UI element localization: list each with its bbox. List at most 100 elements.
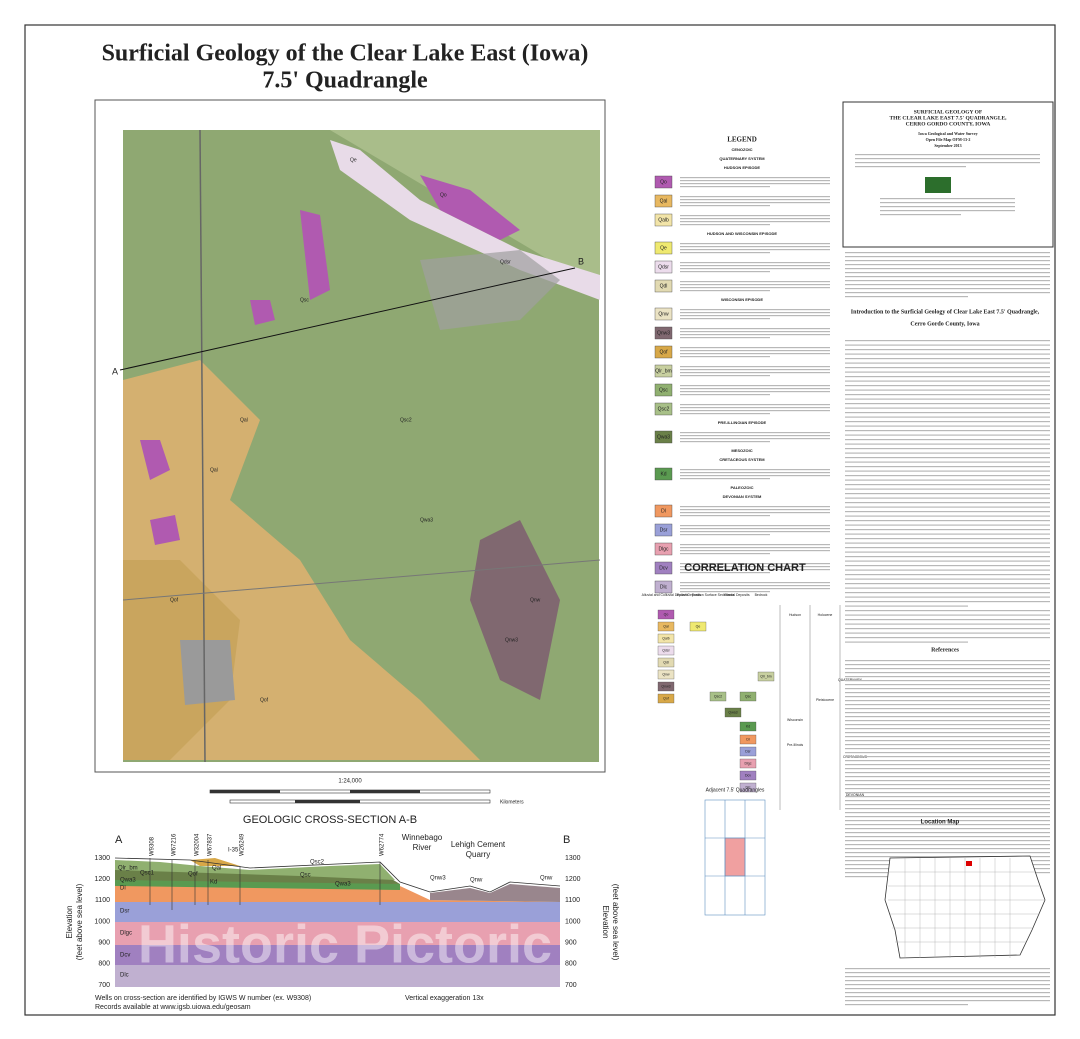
text-line: [680, 375, 770, 377]
text-line: [845, 716, 1050, 718]
correlation-box: [709, 691, 727, 702]
text-line: [680, 391, 830, 393]
text-line: [845, 988, 1050, 990]
text-line: [845, 407, 1050, 409]
correlation-code: Qof: [663, 696, 669, 700]
text-line: [680, 196, 830, 198]
text-line: [845, 637, 1050, 639]
legend-code: Qal: [660, 198, 668, 204]
text-line: [680, 309, 830, 311]
legend-code: Qdl: [660, 283, 668, 289]
unit-label: Qal: [212, 866, 221, 872]
text-line: [845, 296, 968, 298]
text-line: [845, 641, 968, 643]
unit-label: Qnw3: [430, 876, 446, 882]
text-line: [845, 796, 1050, 798]
text-line: [680, 404, 830, 406]
text-line: [845, 623, 1050, 625]
legend-code: Qe: [660, 245, 667, 251]
intro-heading: Cerro Gordo County, Iowa: [910, 321, 979, 327]
text-line: [845, 578, 1050, 580]
scale-bar: [350, 790, 420, 793]
correlation-title: CORRELATION CHART: [684, 562, 806, 574]
text-line: [680, 180, 830, 182]
legend-code: Qnw: [658, 311, 669, 317]
text-line: [680, 252, 770, 254]
text-line: [680, 509, 830, 511]
legend-swatch: [654, 345, 673, 359]
map-label: Qal: [210, 467, 218, 473]
elev-tick-right: 900: [565, 940, 577, 947]
text-line: [845, 340, 1050, 342]
text-line: [845, 475, 1050, 477]
legend-swatch: [654, 213, 673, 227]
map-unit: [300, 210, 330, 300]
text-line: [680, 388, 830, 390]
elev-tick-left: 1000: [94, 918, 110, 925]
text-line: [845, 692, 1050, 694]
text-line: [845, 587, 1050, 589]
legend-code: Qnw3: [657, 330, 670, 336]
text-line: [680, 318, 770, 320]
correlation-code: Dlc: [745, 785, 750, 789]
correlation-box: [657, 621, 675, 632]
scale-bar: [210, 790, 280, 793]
correlation-code: Dcv: [745, 773, 751, 777]
text-line: [845, 748, 1050, 750]
text-line: [880, 206, 1015, 208]
unit-label: Qwa3: [120, 878, 136, 884]
map-unit: [123, 560, 240, 760]
map-label: Qof: [170, 597, 179, 603]
text-line: [680, 199, 830, 201]
elev-tick-right: 1200: [565, 876, 581, 883]
column-header: Glacial Deposits: [724, 593, 750, 597]
legend-swatch: [654, 523, 673, 537]
text-line: [845, 457, 1050, 459]
correlation-box: [757, 671, 775, 682]
text-line: [845, 832, 1050, 834]
axis-label: (feet above sea level): [75, 883, 84, 960]
scale-bar: [295, 800, 360, 803]
section-labels: 1300 1300 1200 1200 1100 1100 1000 1000 900 900 80…: [65, 833, 620, 989]
elev-tick-right: 1100: [565, 897, 580, 904]
text-line: [845, 583, 1050, 585]
text-line: [680, 506, 830, 508]
text-line: [845, 980, 1050, 982]
correlation-box: [739, 782, 757, 793]
text-line: [880, 214, 961, 216]
text-line: [680, 268, 830, 270]
unit-label: Qnw: [470, 878, 483, 884]
text-line: [680, 205, 770, 207]
text-line: [680, 435, 830, 437]
current-quad: [724, 837, 746, 877]
feature-label: Quarry: [466, 850, 490, 859]
text-line: [845, 992, 1050, 994]
text-line: [845, 389, 1050, 391]
text-line: [845, 808, 1050, 810]
text-line: [845, 664, 1050, 666]
text-line: [845, 488, 1050, 490]
text-line: [680, 512, 830, 514]
text-line: [845, 542, 1050, 544]
section-title: GEOLOGIC CROSS-SECTION A-B: [243, 814, 417, 826]
text-line: [845, 358, 1050, 360]
correlation-box: [739, 734, 757, 745]
layer: [115, 860, 395, 880]
text-line: [680, 407, 830, 409]
text-line: [680, 531, 830, 533]
unit-label: Qof: [188, 872, 198, 878]
text-line: [680, 369, 830, 371]
quarry: [420, 250, 560, 330]
title: 7.5' Quadrangle: [262, 68, 428, 94]
text-line: [680, 290, 770, 292]
legend-swatch: [654, 402, 673, 416]
text-line: [845, 260, 1050, 262]
text-line: [845, 972, 1050, 974]
text-line: [845, 452, 1050, 454]
text-line: [845, 394, 1050, 396]
elev-tick-left: 1300: [94, 855, 110, 862]
correlation-box: [739, 758, 757, 769]
correlation-code: Qnw3: [661, 684, 670, 688]
text-line: [845, 764, 1050, 766]
text-line: [845, 848, 1050, 850]
